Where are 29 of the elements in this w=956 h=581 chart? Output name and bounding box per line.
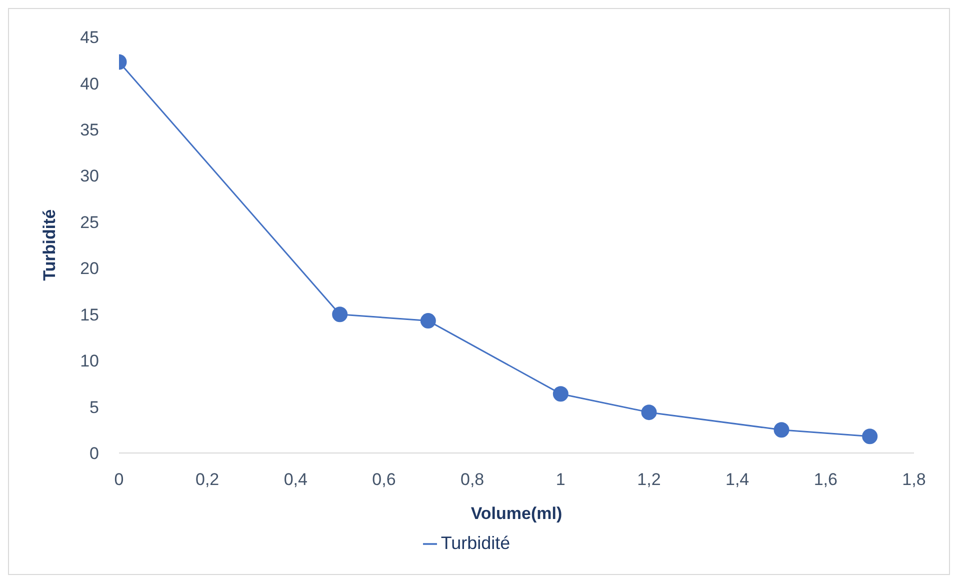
x-tick-label: 1,6 bbox=[814, 470, 838, 490]
x-tick-label: 1,8 bbox=[902, 470, 926, 490]
x-axis-title: Volume(ml) bbox=[470, 504, 562, 523]
y-tick-label: 20 bbox=[80, 259, 99, 278]
point bbox=[774, 422, 790, 438]
y-tick-label: 35 bbox=[80, 120, 99, 140]
point bbox=[862, 428, 878, 444]
y-tick-label: 10 bbox=[80, 352, 99, 371]
point bbox=[552, 386, 568, 402]
legend-label: Turbidité bbox=[440, 533, 510, 553]
x-tick-label: 0,8 bbox=[460, 470, 484, 490]
point bbox=[332, 306, 348, 322]
x-tick-label: 0,4 bbox=[284, 470, 308, 490]
y-axis-title: Turbidité bbox=[40, 209, 60, 281]
y-tick-label: 15 bbox=[80, 305, 99, 324]
x-tick-label: 0,6 bbox=[372, 470, 396, 490]
y-tick-label: 30 bbox=[80, 166, 99, 186]
x-tick-label: 1,4 bbox=[726, 470, 750, 490]
x-tick-label: 1 bbox=[556, 470, 566, 490]
point bbox=[420, 313, 436, 329]
x-tick-label: 1,2 bbox=[637, 470, 661, 490]
y-tick-label: 5 bbox=[90, 398, 99, 417]
point bbox=[641, 404, 657, 420]
x-tick-label: 0,2 bbox=[196, 470, 220, 490]
y-tick-label: 45 bbox=[80, 28, 99, 48]
y-tick-label: 25 bbox=[80, 212, 99, 232]
x-tick-label: 0 bbox=[114, 470, 124, 490]
y-tick-label: 0 bbox=[90, 444, 99, 464]
y-tick-label: 40 bbox=[80, 74, 99, 94]
